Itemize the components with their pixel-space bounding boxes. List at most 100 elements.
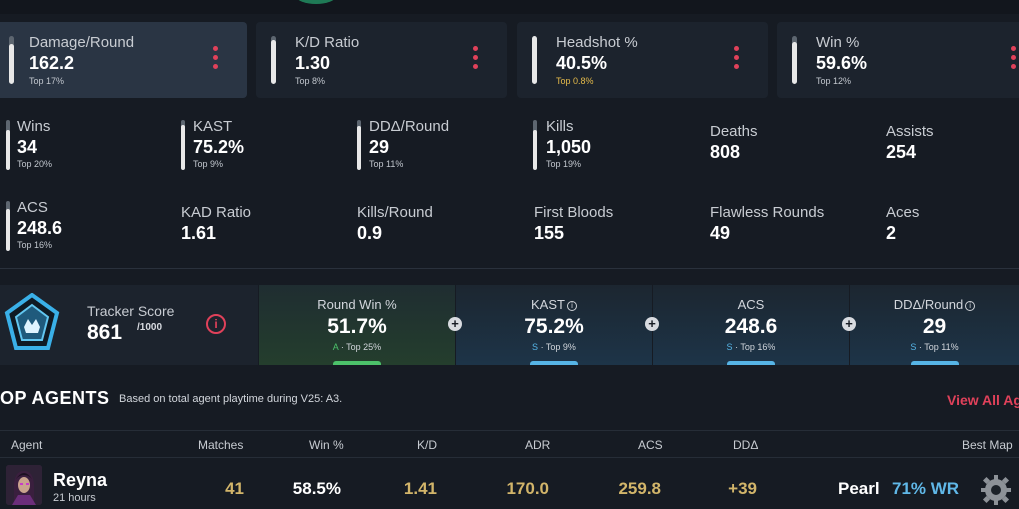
metric-label: Round Win % xyxy=(317,297,397,312)
stat-deaths: Deaths 808 xyxy=(710,123,880,179)
agent-playtime: 21 hours xyxy=(53,492,96,504)
stat-value: 49 xyxy=(710,223,731,243)
info-icon[interactable]: i xyxy=(566,301,577,311)
stat-level-bar xyxy=(792,36,797,84)
hero-card-kd-ratio[interactable]: K/D Ratio 1.30 Top 8% xyxy=(256,22,507,98)
stat-kills: Kills 1,050 Top 19% xyxy=(527,118,697,174)
plus-icon[interactable]: + xyxy=(842,317,856,331)
stat-kast: KAST 75.2% Top 9% xyxy=(175,118,345,174)
stat-rank: Top 9% xyxy=(193,159,224,169)
stat-level-bar xyxy=(6,120,10,170)
hero-value: 1.30 xyxy=(295,53,331,73)
stat-label: KAD Ratio xyxy=(181,204,252,221)
stat-first-bloods: First Bloods 155 xyxy=(534,204,704,260)
hero-card-damage-round[interactable]: Damage/Round 162.2 Top 17% xyxy=(0,22,247,98)
hero-value: 40.5% xyxy=(556,53,608,73)
metric-dd-round[interactable]: DDΔ/Round i 29 S · Top 11% xyxy=(850,285,1019,365)
stat-value: 75.2% xyxy=(193,137,245,157)
metric-value: 248.6 xyxy=(724,315,778,338)
tracker-score-emblem-icon xyxy=(4,293,60,350)
stat-rank: Top 20% xyxy=(17,159,53,169)
more-options-icon[interactable] xyxy=(213,46,219,72)
stat-value: 155 xyxy=(534,223,565,243)
more-options-icon[interactable] xyxy=(734,46,740,72)
metric-label: DDΔ/Round i xyxy=(850,297,1019,312)
column-header-win[interactable]: Win % xyxy=(309,438,344,452)
column-header-adr[interactable]: ADR xyxy=(525,438,551,452)
cell-adr: 170.0 xyxy=(506,479,549,498)
stat-label: Kills xyxy=(546,118,574,135)
column-header-kd[interactable]: K/D xyxy=(417,438,438,452)
column-header-agent[interactable]: Agent xyxy=(11,438,43,452)
cell-kd: 1.41 xyxy=(403,479,437,498)
agent-name: Reyna xyxy=(53,470,108,490)
tracker-score-max: /1000 xyxy=(137,322,163,333)
metric-value: 51.7% xyxy=(327,315,387,338)
agent-avatar xyxy=(6,465,42,505)
stat-value: 254 xyxy=(886,142,917,162)
stat-value: 2 xyxy=(886,223,897,243)
metric-acs[interactable]: ACS 248.6 S · Top 16% xyxy=(653,285,849,365)
hero-label: Damage/Round xyxy=(29,34,135,51)
banner-emblem-fragment xyxy=(296,0,336,4)
column-header-acs[interactable]: ACS xyxy=(638,438,663,452)
view-all-link[interactable]: View All Ag xyxy=(947,392,1019,408)
column-header-matches[interactable]: Matches xyxy=(198,438,244,452)
stat-acs: ACS 248.6 Top 16% xyxy=(0,199,170,255)
stat-level-bar xyxy=(357,120,361,170)
stat-dd-round: DDΔ/Round 29 Top 11% xyxy=(351,118,521,174)
stat-value: 1,050 xyxy=(546,137,592,157)
best-map-name: Pearl xyxy=(838,479,880,498)
hero-rank: Top 0.8% xyxy=(556,76,594,86)
metric-rank-text: Top 25% xyxy=(346,342,382,352)
stat-label: DDΔ/Round xyxy=(369,118,450,135)
tracker-score-label: Tracker Score xyxy=(87,303,175,319)
table-row[interactable]: Reyna 21 hours 41 58.5% 1.41 170.0 259.8… xyxy=(0,459,1019,509)
metric-round-win[interactable]: Round Win % 51.7% A · Top 25% xyxy=(259,285,455,365)
more-options-icon[interactable] xyxy=(473,46,479,72)
stat-rank: Top 19% xyxy=(546,159,582,169)
plus-icon[interactable]: + xyxy=(448,317,462,331)
plus-icon[interactable]: + xyxy=(645,317,659,331)
stat-assists: Assists 254 xyxy=(886,123,1016,179)
stat-level-bar xyxy=(532,36,537,84)
stat-label: First Bloods xyxy=(534,204,614,221)
column-header-best-map[interactable]: Best Map xyxy=(962,438,1013,452)
stat-level-bar xyxy=(271,36,276,84)
hero-rank: Top 8% xyxy=(295,76,326,86)
metric-grade: S xyxy=(910,342,917,352)
more-options-icon[interactable] xyxy=(1011,46,1017,72)
metric-rank: A · Top 25% xyxy=(332,342,382,352)
section-divider xyxy=(0,268,1019,269)
metric-label-text: DDΔ/Round xyxy=(893,297,964,312)
stat-rank: Top 11% xyxy=(369,159,404,169)
metric-grade: S xyxy=(726,342,733,352)
stat-label: Flawless Rounds xyxy=(710,204,825,221)
metric-rank: S · Top 16% xyxy=(726,342,776,352)
stat-kills-round: Kills/Round 0.9 xyxy=(357,204,527,260)
metric-rank: S · Top 11% xyxy=(910,342,959,352)
metric-label: KAST i xyxy=(456,297,652,312)
stat-label: ACS xyxy=(17,199,48,216)
info-icon[interactable]: i xyxy=(206,314,226,334)
hero-card-win-pct[interactable]: Win % 59.6% Top 12% xyxy=(777,22,1019,98)
stat-level-bar xyxy=(9,36,14,84)
hero-rank: Top 12% xyxy=(816,76,852,86)
metric-kast[interactable]: KAST i 75.2% S · Top 9% xyxy=(456,285,652,365)
hero-value: 59.6% xyxy=(816,53,868,73)
stat-wins: Wins 34 Top 20% xyxy=(0,118,170,174)
tracker-score-value: 861 xyxy=(87,321,123,344)
table-header: Agent Matches Win % K/D ADR ACS DDΔ Best… xyxy=(0,430,1019,458)
column-header-dd[interactable]: DDΔ xyxy=(733,438,759,452)
stat-kad-ratio: KAD Ratio 1.61 xyxy=(181,204,351,260)
stat-aces: Aces 2 xyxy=(886,204,1016,260)
stat-rank: Top 16% xyxy=(17,240,53,250)
stat-value: 808 xyxy=(710,142,741,162)
info-icon[interactable]: i xyxy=(965,301,976,311)
metric-grade: A xyxy=(332,342,339,352)
stat-label: Kills/Round xyxy=(357,204,433,221)
best-map-win-rate: 71% WR xyxy=(892,479,960,498)
stat-value: 1.61 xyxy=(181,223,217,243)
metric-value: 75.2% xyxy=(524,315,584,338)
hero-card-headshot[interactable]: Headshot % 40.5% Top 0.8% xyxy=(517,22,768,98)
